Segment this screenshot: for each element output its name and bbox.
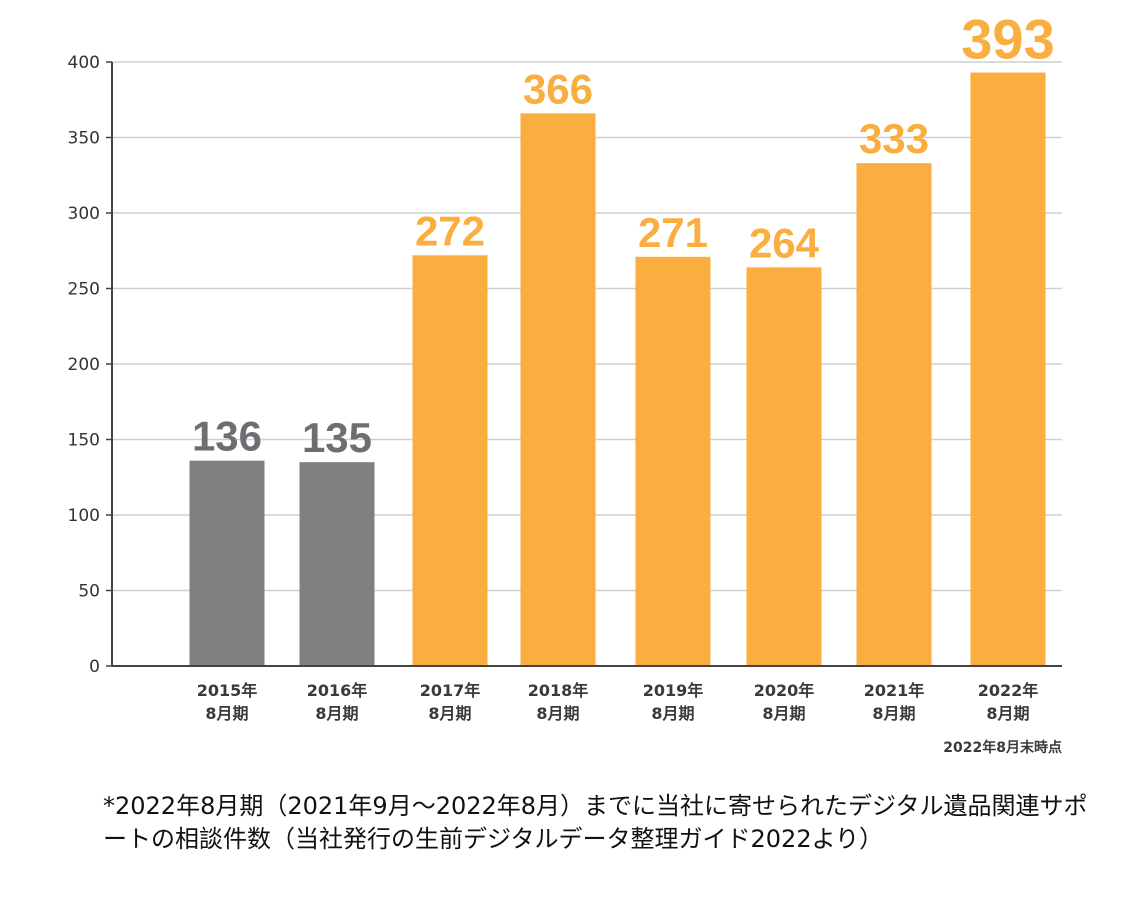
x-tick-label-year: 2021年 xyxy=(864,681,925,700)
bar xyxy=(520,113,596,667)
bar xyxy=(189,460,265,666)
x-tick-label-period: 8月期 xyxy=(986,704,1029,723)
y-tick-label: 50 xyxy=(78,582,100,602)
x-tick-label-period: 8月期 xyxy=(651,704,694,723)
x-axis-labels: 2015年 8月期 2016年 8月期 2017年 8月期 2018年 8月期 2019年 8月期… xyxy=(197,681,1039,723)
y-tick-label: 400 xyxy=(68,53,100,73)
y-tick-label: 250 xyxy=(68,280,100,300)
x-tick-label-year: 2020年 xyxy=(754,681,815,700)
x-tick-label-year: 2016年 xyxy=(307,681,368,700)
x-tick-label-year: 2017年 xyxy=(420,681,481,700)
x-tick-label-year: 2018年 xyxy=(528,681,589,700)
bar-chart: 0 50 100 150 200 250 300 350 400 136 135 272 366 271… xyxy=(68,8,1062,756)
value-label: 393 xyxy=(961,8,1054,71)
bar xyxy=(635,256,711,666)
as-of-note: 2022年8月末時点 xyxy=(943,739,1062,756)
value-label: 272 xyxy=(415,207,485,254)
bar xyxy=(412,255,488,666)
bar xyxy=(856,163,932,667)
x-tick-label-period: 8月期 xyxy=(205,704,248,723)
bars xyxy=(189,72,1046,667)
x-tick-label-period: 8月期 xyxy=(315,704,358,723)
x-tick-label-period: 8月期 xyxy=(872,704,915,723)
value-label: 366 xyxy=(523,65,593,112)
value-label: 271 xyxy=(638,209,708,256)
bar xyxy=(970,72,1046,666)
value-label: 333 xyxy=(859,115,929,162)
y-tick-label: 300 xyxy=(68,204,100,224)
y-tick-label: 350 xyxy=(68,129,100,149)
value-label: 264 xyxy=(749,219,820,266)
value-label: 136 xyxy=(192,413,262,460)
bar xyxy=(299,462,375,666)
value-labels: 136 135 272 366 271 264 333 393 xyxy=(192,8,1055,462)
x-tick-label-period: 8月期 xyxy=(536,704,579,723)
y-tick-label: 0 xyxy=(89,657,100,677)
bar xyxy=(746,267,822,666)
y-tick-label: 200 xyxy=(68,355,100,375)
footnote: *2022年8月期（2021年9月～2022年8月）までに当社に寄せられたデジタ… xyxy=(103,792,1088,853)
y-tick-label: 150 xyxy=(68,431,100,451)
axes xyxy=(111,62,1062,667)
x-tick-label-year: 2015年 xyxy=(197,681,258,700)
x-tick-label-period: 8月期 xyxy=(762,704,805,723)
value-label: 135 xyxy=(302,414,372,461)
x-tick-label-period: 8月期 xyxy=(428,704,471,723)
x-tick-label-year: 2019年 xyxy=(643,681,704,700)
y-tick-label: 100 xyxy=(68,506,100,526)
y-axis-ticks: 0 50 100 150 200 250 300 350 400 xyxy=(68,53,112,677)
x-tick-label-year: 2022年 xyxy=(978,681,1039,700)
